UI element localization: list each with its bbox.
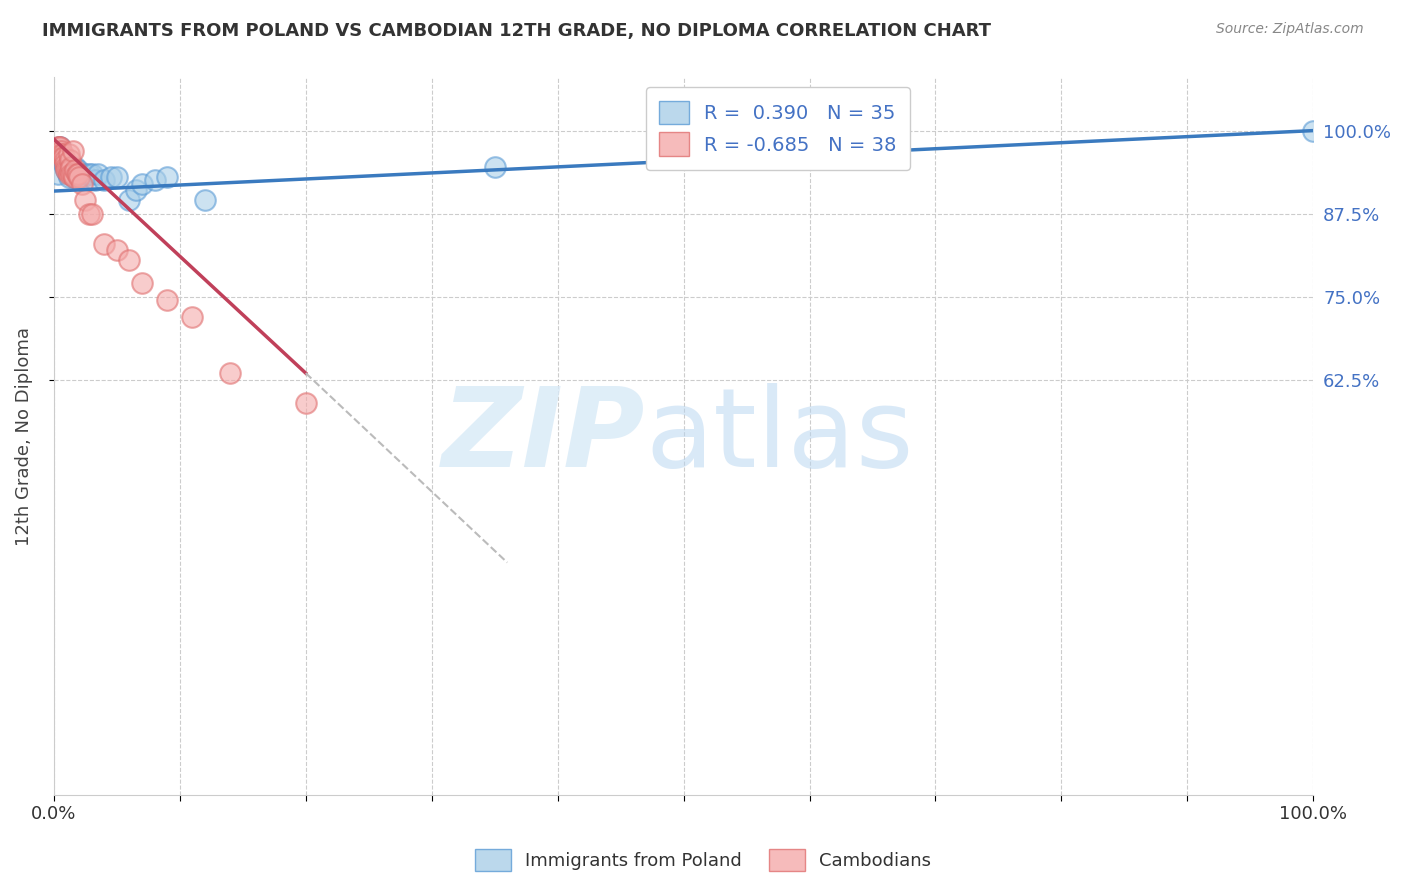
Text: ZIP: ZIP bbox=[443, 383, 645, 490]
Point bbox=[125, 183, 148, 197]
Point bbox=[51, 146, 73, 161]
Point bbox=[484, 160, 506, 174]
Point bbox=[52, 150, 75, 164]
Point bbox=[118, 194, 141, 208]
Point bbox=[84, 173, 107, 187]
Point bbox=[46, 140, 69, 154]
Legend: Immigrants from Poland, Cambodians: Immigrants from Poland, Cambodians bbox=[467, 842, 939, 879]
Point bbox=[62, 167, 84, 181]
Point bbox=[51, 146, 73, 161]
Point bbox=[59, 153, 82, 168]
Point bbox=[60, 167, 83, 181]
Point bbox=[80, 167, 103, 181]
Point bbox=[93, 236, 115, 251]
Point bbox=[66, 163, 89, 178]
Point bbox=[181, 310, 204, 324]
Point bbox=[65, 160, 87, 174]
Point bbox=[58, 170, 80, 185]
Legend: R =  0.390   N = 35, R = -0.685   N = 38: R = 0.390 N = 35, R = -0.685 N = 38 bbox=[645, 87, 910, 169]
Point bbox=[70, 177, 93, 191]
Point bbox=[55, 163, 77, 178]
Point bbox=[87, 167, 110, 181]
Point bbox=[100, 170, 122, 185]
Point bbox=[75, 167, 97, 181]
Text: IMMIGRANTS FROM POLAND VS CAMBODIAN 12TH GRADE, NO DIPLOMA CORRELATION CHART: IMMIGRANTS FROM POLAND VS CAMBODIAN 12TH… bbox=[42, 22, 991, 40]
Point bbox=[62, 144, 84, 158]
Point bbox=[60, 163, 83, 178]
Point bbox=[46, 167, 69, 181]
Point bbox=[49, 140, 72, 154]
Text: Source: ZipAtlas.com: Source: ZipAtlas.com bbox=[1216, 22, 1364, 37]
Point bbox=[60, 160, 83, 174]
Point bbox=[194, 194, 217, 208]
Point bbox=[65, 167, 87, 181]
Point bbox=[65, 163, 87, 178]
Point bbox=[53, 160, 76, 174]
Text: atlas: atlas bbox=[645, 383, 914, 490]
Point bbox=[80, 207, 103, 221]
Point bbox=[59, 163, 82, 178]
Point bbox=[77, 167, 100, 181]
Point bbox=[55, 160, 77, 174]
Point bbox=[56, 163, 79, 178]
Y-axis label: 12th Grade, No Diploma: 12th Grade, No Diploma bbox=[15, 326, 32, 546]
Point bbox=[67, 170, 90, 185]
Point bbox=[75, 194, 97, 208]
Point bbox=[131, 277, 153, 291]
Point bbox=[58, 167, 80, 181]
Point bbox=[63, 170, 86, 185]
Point bbox=[48, 140, 70, 154]
Point bbox=[1302, 123, 1324, 137]
Point bbox=[105, 243, 128, 257]
Point bbox=[48, 140, 70, 154]
Point bbox=[143, 173, 166, 187]
Point bbox=[219, 366, 242, 380]
Point bbox=[156, 170, 179, 185]
Point bbox=[51, 144, 73, 158]
Point bbox=[67, 167, 90, 181]
Point bbox=[118, 253, 141, 268]
Point bbox=[52, 146, 75, 161]
Point bbox=[53, 153, 76, 168]
Point bbox=[55, 163, 77, 178]
Point bbox=[156, 293, 179, 307]
Point bbox=[63, 170, 86, 185]
Point bbox=[294, 396, 316, 410]
Point bbox=[52, 157, 75, 171]
Point bbox=[56, 167, 79, 181]
Point bbox=[66, 167, 89, 181]
Point bbox=[77, 207, 100, 221]
Point bbox=[53, 157, 76, 171]
Point bbox=[52, 150, 75, 164]
Point bbox=[58, 146, 80, 161]
Point bbox=[62, 167, 84, 181]
Point bbox=[65, 167, 87, 181]
Point bbox=[52, 150, 75, 164]
Point bbox=[70, 170, 93, 185]
Point bbox=[105, 170, 128, 185]
Point bbox=[49, 140, 72, 154]
Point bbox=[93, 173, 115, 187]
Point bbox=[131, 177, 153, 191]
Point bbox=[59, 160, 82, 174]
